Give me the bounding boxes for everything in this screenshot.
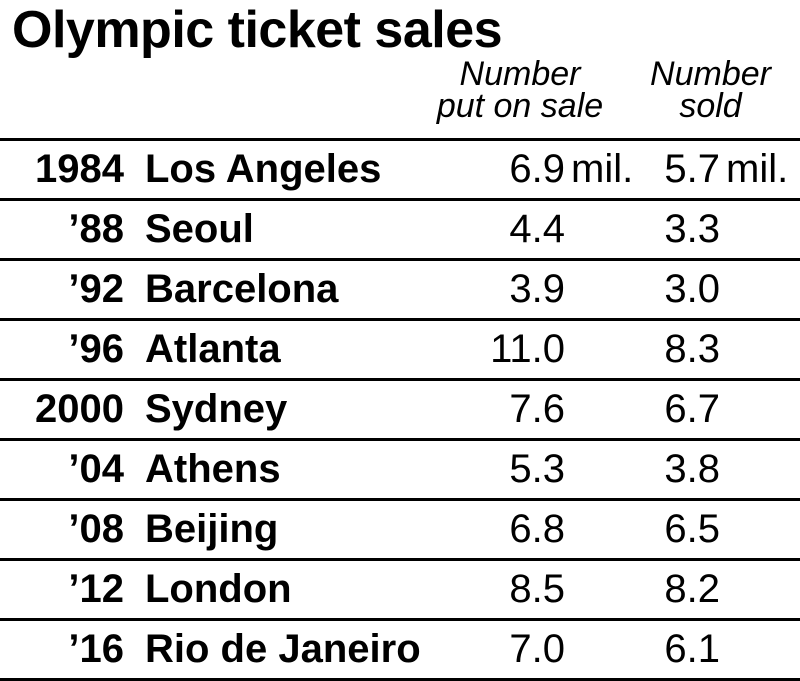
city-cell: Atlanta — [145, 327, 281, 371]
table-body: 1984 Los Angeles 6.9 5.7 mil. mil. ’88 Seoul 4.4… — [0, 141, 800, 681]
year-cell: 1984 — [35, 147, 124, 191]
column-header-sold: Number sold — [628, 55, 793, 125]
on-sale-cell: 8.5 — [509, 567, 565, 611]
city-cell: London — [145, 567, 292, 611]
table-row: ’08 Beijing 6.8 6.5 — [0, 501, 800, 561]
sold-cell: 3.0 — [664, 267, 720, 311]
city-cell: Beijing — [145, 507, 279, 551]
table-row: ’96 Atlanta 11.0 8.3 — [0, 321, 800, 381]
city-cell: Rio de Janeiro — [145, 627, 421, 671]
on-sale-cell: 11.0 — [490, 327, 565, 371]
header-rule — [0, 138, 800, 141]
table-row: ’04 Athens 5.3 3.8 — [0, 441, 800, 501]
sold-cell: 6.7 — [664, 387, 720, 431]
city-cell: Seoul — [145, 207, 254, 251]
year-cell: ’04 — [68, 447, 124, 491]
city-cell: Los Angeles — [145, 147, 382, 191]
table-row: ’16 Rio de Janeiro 7.0 6.1 — [0, 621, 800, 681]
on-sale-cell: 7.6 — [509, 387, 565, 431]
sold-cell: 8.2 — [664, 567, 720, 611]
year-cell: ’96 — [68, 327, 124, 371]
column-header-sold-line2: sold — [679, 87, 742, 125]
year-cell: ’12 — [68, 567, 124, 611]
column-header-sold-line1: Number — [650, 55, 771, 93]
on-sale-unit: mil. — [571, 147, 634, 191]
city-cell: Athens — [145, 447, 281, 491]
sold-cell: 8.3 — [664, 327, 720, 371]
year-cell: ’92 — [68, 267, 124, 311]
chart-title: Olympic ticket sales — [12, 1, 503, 59]
sold-cell: 3.8 — [664, 447, 720, 491]
on-sale-cell: 6.8 — [509, 507, 565, 551]
column-header-on-sale-line2: put on sale — [436, 87, 604, 125]
sold-cell: 6.5 — [664, 507, 720, 551]
year-cell: ’16 — [68, 627, 124, 671]
sold-cell: 3.3 — [664, 207, 720, 251]
table-row: 1984 Los Angeles 6.9 5.7 mil. mil. — [0, 141, 800, 201]
on-sale-cell: 5.3 — [509, 447, 565, 491]
table-row: ’92 Barcelona 3.9 3.0 — [0, 261, 800, 321]
table-row: 2000 Sydney 7.6 6.7 — [0, 381, 800, 441]
city-cell: Barcelona — [145, 267, 339, 311]
table-row: ’88 Seoul 4.4 3.3 — [0, 201, 800, 261]
ticket-sales-table: 1984 Los Angeles 6.9 5.7 mil. mil. ’88 Seoul 4.4… — [0, 138, 800, 681]
column-header-on-sale-line1: Number — [459, 55, 581, 93]
on-sale-cell: 3.9 — [509, 267, 565, 311]
year-cell: 2000 — [35, 387, 124, 431]
year-cell: ’88 — [68, 207, 124, 251]
on-sale-cell: 6.9 — [509, 147, 565, 191]
year-cell: ’08 — [68, 507, 124, 551]
on-sale-cell: 4.4 — [509, 207, 565, 251]
column-header-on-sale: Number put on sale — [405, 55, 635, 125]
sold-unit: mil. — [726, 147, 789, 191]
on-sale-cell: 7.0 — [509, 627, 565, 671]
sold-cell: 5.7 — [664, 147, 720, 191]
sold-cell: 6.1 — [664, 627, 720, 671]
city-cell: Sydney — [145, 387, 288, 431]
table-row: ’12 London 8.5 8.2 — [0, 561, 800, 621]
